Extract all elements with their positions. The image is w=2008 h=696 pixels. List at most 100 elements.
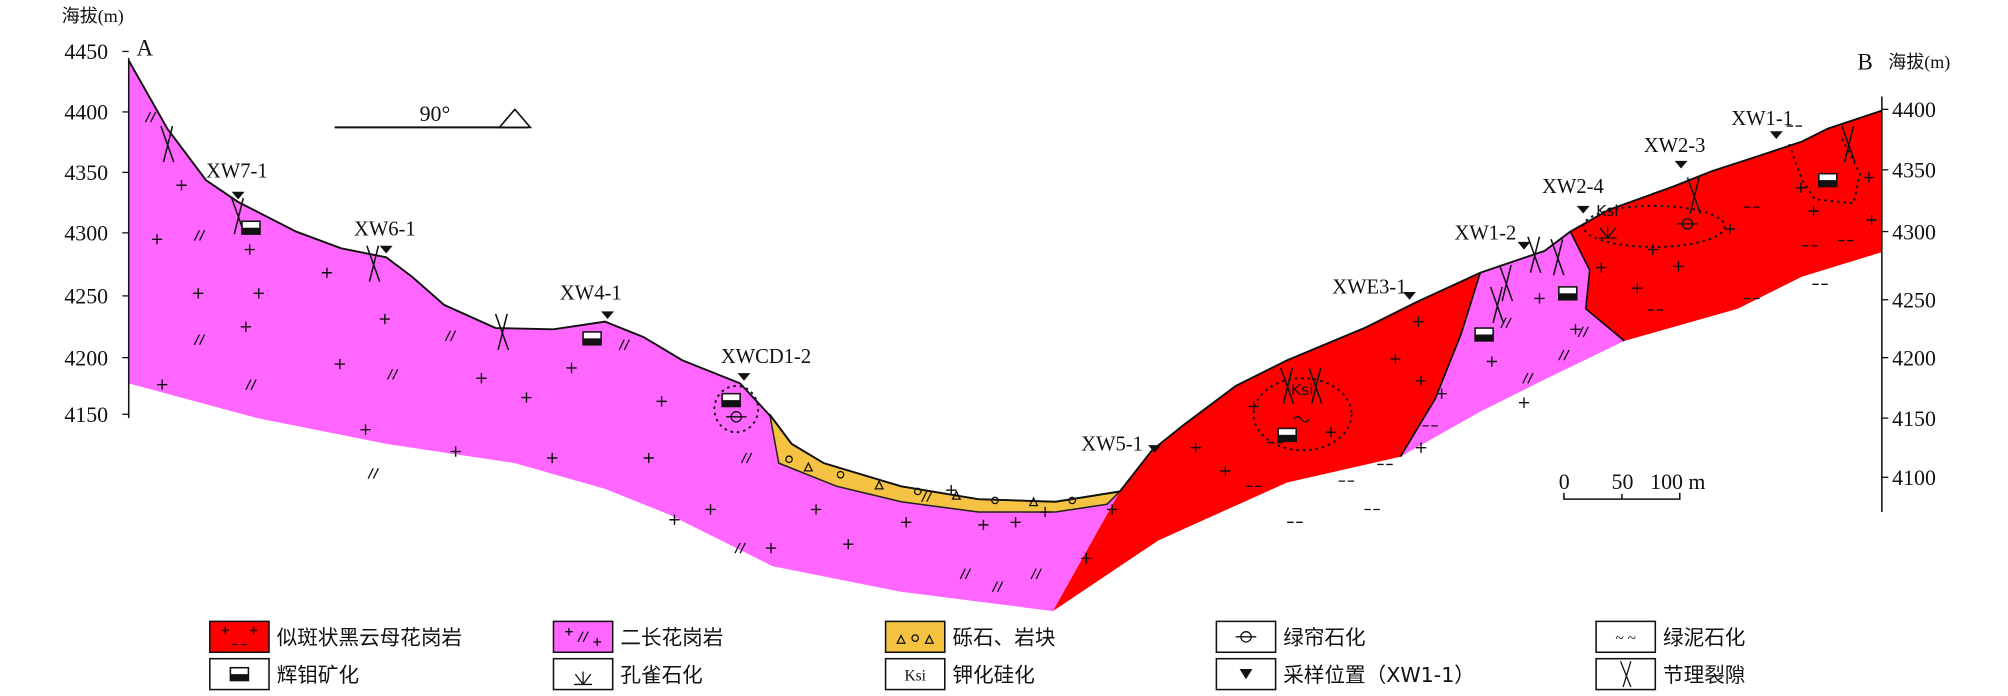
granite-plus-mark <box>1390 353 1401 365</box>
monzogranite-mark <box>367 468 380 479</box>
scale-bar: 0 50 100 m <box>1559 470 1705 500</box>
granite-plus-mark <box>1220 465 1231 477</box>
axis-tick-label: 4100 <box>1892 466 1936 490</box>
granite-plus-mark <box>476 373 487 384</box>
granite-plus-mark <box>193 288 204 299</box>
right-elevation-axis: 海拔(m) B 4400 4350 4300 4250 4200 4150 4100 <box>1857 49 1950 513</box>
granite-plus-mark <box>656 396 667 407</box>
gravel-mark <box>874 479 885 490</box>
granite-plus-mark <box>593 638 602 646</box>
monzogranite-mark <box>1577 326 1589 338</box>
granite-plus-mark <box>334 358 345 370</box>
malachite-icon <box>552 657 614 691</box>
sample-marker-icon <box>1674 160 1688 169</box>
granite-plus-mark <box>521 392 532 403</box>
legend-item: Ksi 钾化硅化 <box>884 657 1035 691</box>
sample-locations: XW7-1 XW6-1 XW4-1 XWCD1-2 XW5-1 XWE3-1 XW1-2 XW… <box>206 108 1793 455</box>
sample-location: XW6-1 <box>354 218 416 254</box>
granite-plus-mark <box>1673 261 1684 272</box>
granite-plus-mark <box>565 627 573 636</box>
granite-plus-mark <box>705 504 716 515</box>
sample-marker-icon <box>601 311 614 320</box>
gravel-mark <box>991 496 999 505</box>
granite-plus-mark <box>157 379 168 390</box>
granite-plus-mark <box>1632 283 1643 294</box>
sample-location: XW1-1 <box>1731 108 1793 139</box>
granite-plus-mark <box>221 626 230 635</box>
right-axis-title: 海拔(m) <box>1888 52 1950 73</box>
joint-fracture-icon <box>1280 367 1295 405</box>
gravel-swatch <box>884 620 946 654</box>
granite-plus-mark <box>765 542 777 554</box>
ksi-label: Ksi <box>1596 202 1618 220</box>
sample-location: XW2-4 <box>1542 176 1604 214</box>
legend-label: 似斑状黑云母花岗岩 <box>277 626 462 650</box>
granite-plus-mark <box>1415 375 1427 386</box>
axis-tick-label: 4200 <box>1892 346 1936 370</box>
axis-tick-label: 4450 <box>64 40 108 64</box>
granite-plus-mark <box>643 452 654 464</box>
joint-fracture-icon <box>1489 286 1505 324</box>
monzogranite-mark <box>386 368 399 380</box>
porphyritic-granite-swatch <box>209 620 270 654</box>
left-axis-title: 海拔(m) <box>62 6 124 27</box>
monzogranite-mark <box>245 379 257 391</box>
sample-marker-icon <box>1403 292 1416 300</box>
joint-fracture-icon <box>494 313 510 351</box>
gravel-mark <box>913 487 922 496</box>
axis-tick-label: 4250 <box>1892 288 1936 312</box>
granite-plus-mark <box>450 446 461 457</box>
sample-label: XW1-1 <box>1731 108 1793 130</box>
sample-location: XW7-1 <box>206 161 268 200</box>
granite-plus-mark <box>1248 401 1259 412</box>
axis-tick-label: 4150 <box>1892 407 1936 431</box>
gravel-mark <box>836 470 845 479</box>
sample-label: XWCD1-2 <box>721 346 811 368</box>
legend-label: 绿帘石化 <box>1283 626 1365 650</box>
sample-marker-icon <box>737 373 751 381</box>
granite-plus-mark <box>547 452 558 464</box>
ksi-icon: Ksi <box>884 657 946 691</box>
legend-symbol-text: Ksi <box>904 668 925 685</box>
granite-plus-mark <box>946 485 957 496</box>
legend-item: 二长花岗岩 <box>552 620 723 654</box>
sample-marker-icon <box>1576 205 1590 214</box>
monzogranite-mark <box>1558 349 1570 361</box>
granite-plus-mark <box>1325 427 1337 438</box>
axis-tick-label: 4300 <box>64 222 108 246</box>
granite-plus-mark <box>1724 223 1736 235</box>
granite-plus-mark <box>1863 172 1875 183</box>
sample-marker-icon <box>1517 241 1531 250</box>
orientation-label: 90° <box>420 102 451 126</box>
monzogranite-mark <box>921 491 933 503</box>
scale-label-100: 100 m <box>1650 470 1705 494</box>
monzogranite-mark <box>193 229 206 241</box>
monzogranite-swatch <box>552 620 614 654</box>
sample-location: XWCD1-2 <box>721 346 811 381</box>
granite-plus-mark <box>978 519 989 531</box>
monzogranite-mark <box>193 334 206 346</box>
granite-plus-mark <box>1795 182 1806 193</box>
granite-plus-mark <box>1866 214 1877 226</box>
malachite-icon <box>1598 225 1617 239</box>
porphyritic-granite-unit-1 <box>1052 272 1481 612</box>
legend-label: 采样位置（XW1-1） <box>1283 663 1475 687</box>
sample-marker-icon <box>1148 445 1162 453</box>
sample-label: XW7-1 <box>206 161 268 183</box>
sample-location: XWE3-1 <box>1332 276 1416 300</box>
sample-label: XW2-4 <box>1542 176 1604 198</box>
legend-item: 采样位置（XW1-1） <box>1215 657 1475 691</box>
axis-tick-label: 4300 <box>1892 220 1936 244</box>
legend-label: 孔雀石化 <box>620 663 702 687</box>
sample-marker-icon <box>231 191 245 200</box>
sample-marker-icon <box>379 245 393 254</box>
sample-label: XW5-1 <box>1081 433 1143 455</box>
granite-plus-mark <box>1081 553 1092 564</box>
granite-plus-mark <box>240 321 252 332</box>
joint-fracture-icon <box>1308 367 1323 405</box>
porphyritic-granite-unit-2 <box>1570 110 1882 341</box>
sample-label: XW1-2 <box>1455 222 1517 244</box>
section-orientation: 90° <box>334 102 533 129</box>
gravel-mark <box>951 490 962 500</box>
